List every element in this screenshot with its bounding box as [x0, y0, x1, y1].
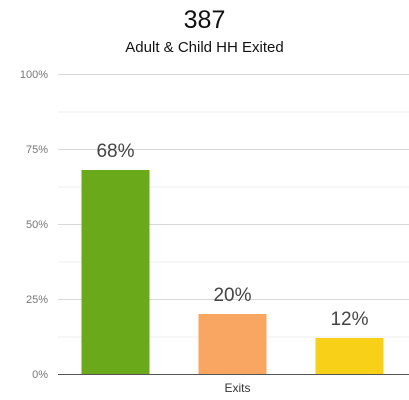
bar	[315, 338, 384, 374]
data-label: 68%	[96, 141, 134, 162]
y-tick-label: 75%	[26, 144, 48, 156]
y-tick-label: 25%	[26, 294, 48, 306]
bar	[81, 170, 150, 374]
total-count: 387	[183, 6, 226, 34]
x-category-label: Exits	[224, 381, 250, 395]
bar	[198, 314, 267, 374]
data-label: 20%	[213, 285, 251, 306]
data-label: 12%	[330, 309, 368, 330]
chart-subtitle: Adult & Child HH Exited	[125, 39, 284, 56]
y-axis-ticks: 0% 25% 50% 75% 100%	[20, 69, 48, 381]
y-tick-label: 50%	[26, 219, 48, 231]
data-labels: 68% 20% 12%	[96, 141, 368, 330]
y-tick-label: 0%	[32, 369, 48, 381]
x-axis: Exits	[224, 381, 250, 395]
y-tick-label: 100%	[20, 69, 48, 81]
bars	[81, 170, 384, 374]
